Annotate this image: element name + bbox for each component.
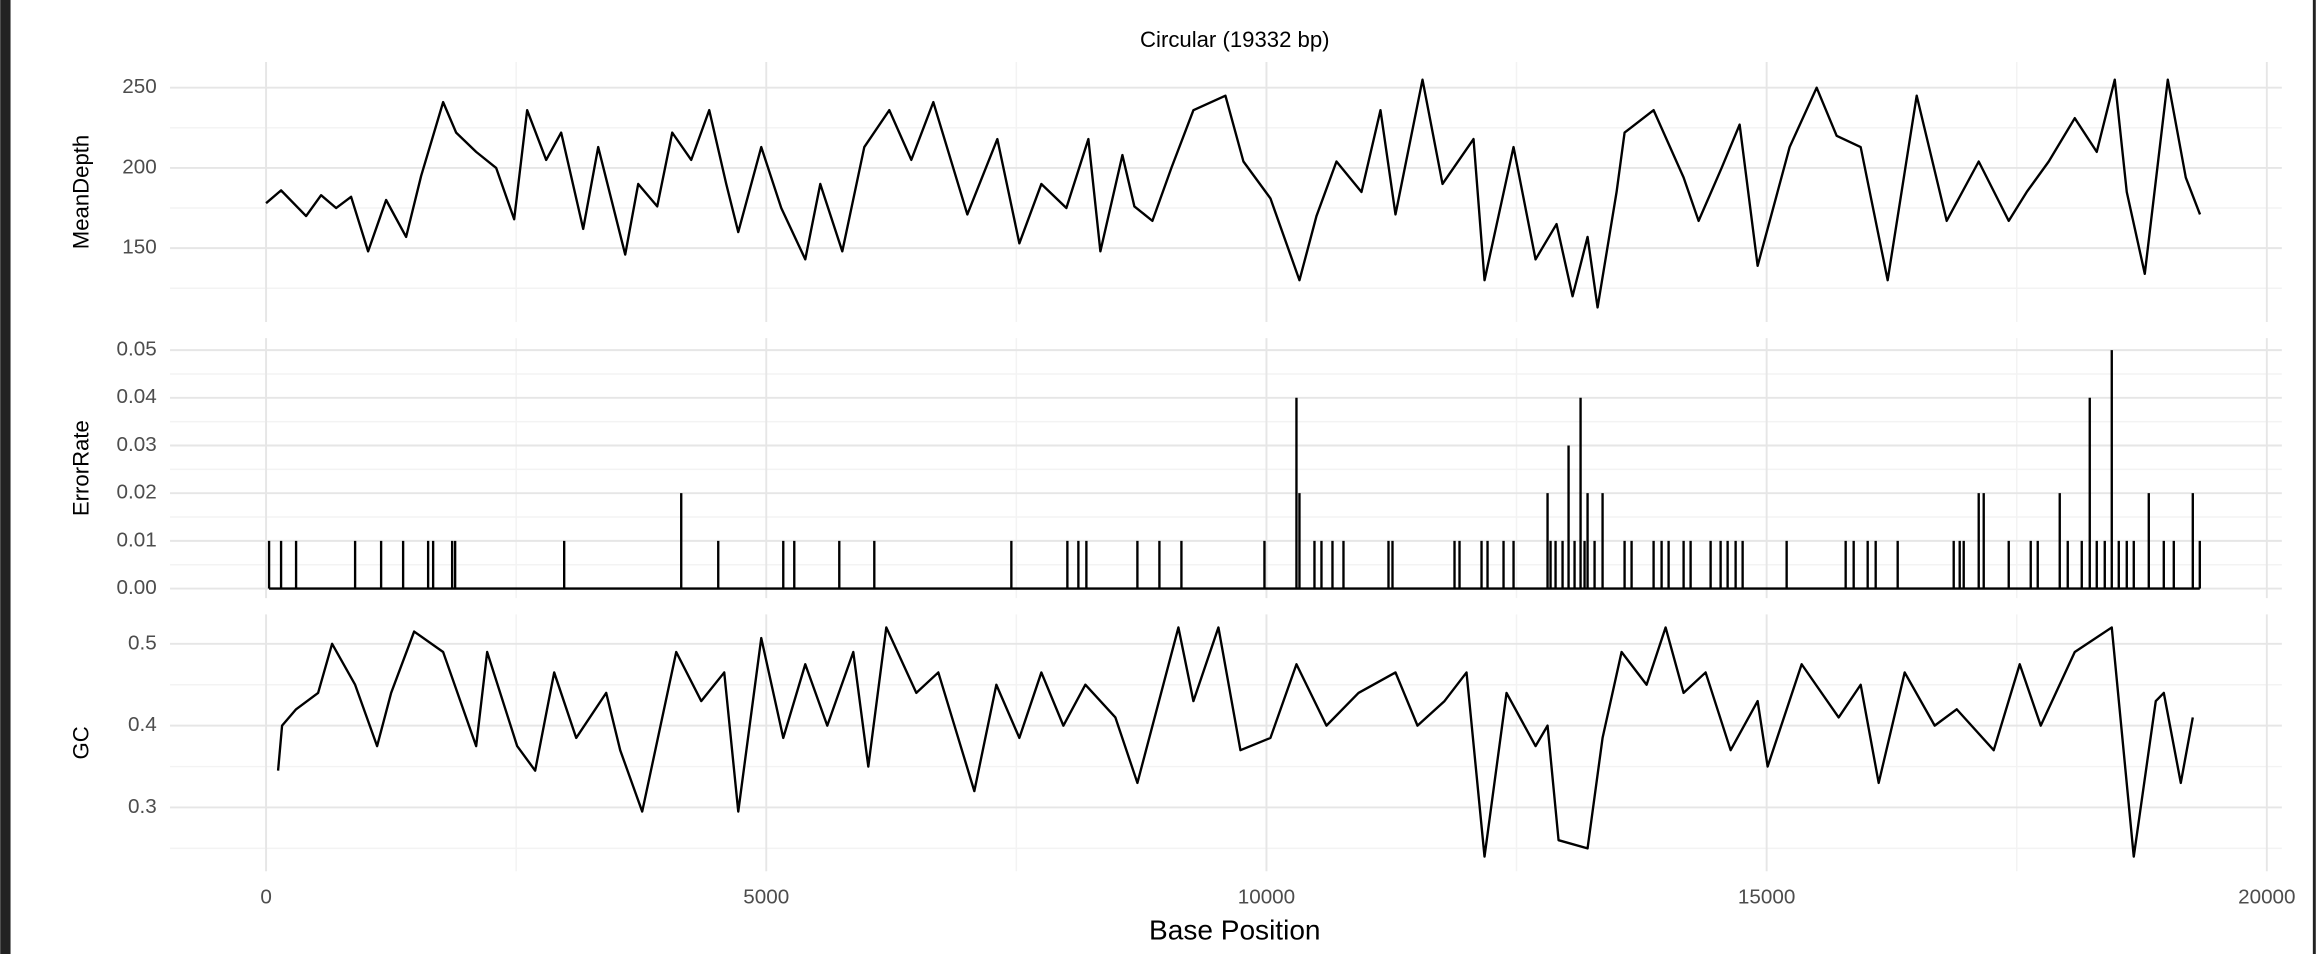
y-tick-label: 0.03 <box>117 433 157 456</box>
y-tick-label: 0.05 <box>117 338 157 361</box>
y-tick-label: 0.00 <box>117 576 157 599</box>
x-tick-label: 0 <box>260 885 272 908</box>
x-tick-label: 15000 <box>1738 885 1795 908</box>
y-axis-label: MeanDepth <box>69 135 94 249</box>
y-axis-label: GC <box>69 726 94 759</box>
y-tick-label: 0.3 <box>128 795 157 818</box>
x-tick-label: 10000 <box>1238 885 1295 908</box>
y-tick-label: 0.4 <box>128 713 157 736</box>
y-tick-label: 250 <box>122 75 156 98</box>
chart-title: Circular (19332 bp) <box>1140 27 1330 52</box>
y-tick-label: 0.01 <box>117 528 157 551</box>
x-tick-label: 5000 <box>743 885 789 908</box>
y-tick-label: 0.5 <box>128 631 157 654</box>
data-line <box>265 78 2202 309</box>
x-axis-label: Base Position <box>1149 914 1321 945</box>
window-edge <box>2312 0 2316 954</box>
y-tick-label: 0.04 <box>117 385 157 408</box>
y-tick-label: 150 <box>122 236 156 259</box>
x-tick-label: 20000 <box>2238 885 2295 908</box>
y-axis-label: ErrorRate <box>69 420 94 516</box>
window-edge <box>0 0 11 954</box>
y-tick-label: 200 <box>122 155 156 178</box>
data-line <box>276 626 2194 858</box>
y-tick-label: 0.02 <box>117 481 157 504</box>
